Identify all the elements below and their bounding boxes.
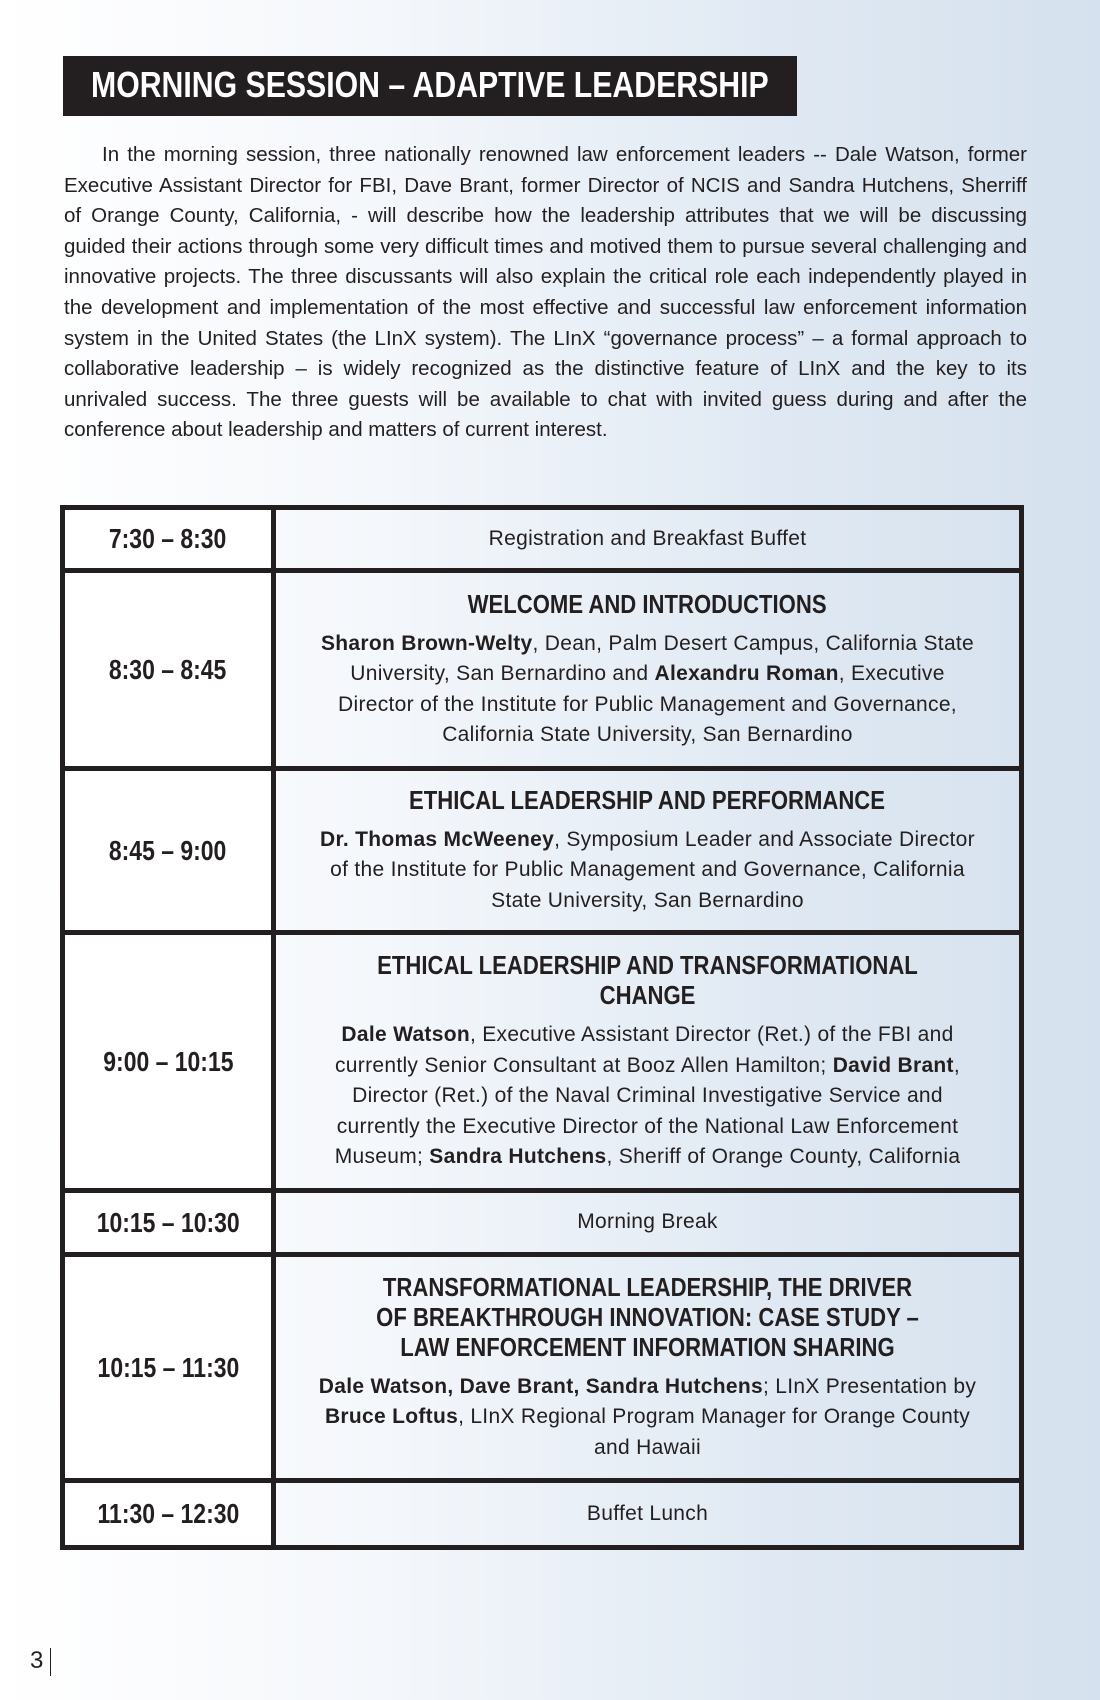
description-text: Morning Break xyxy=(577,1210,718,1234)
time-slot: 7:30 – 8:30 xyxy=(109,523,227,554)
time-cell: 10:15 – 11:30 xyxy=(60,1252,276,1483)
time-slot: 10:15 – 10:30 xyxy=(96,1206,240,1238)
schedule-row: 10:15 – 11:30 TRANSFORMATIONAL LEADERSHIP… xyxy=(60,1252,1024,1483)
session-cell: TRANSFORMATIONAL LEADERSHIP, THE DRIVER … xyxy=(271,1252,1024,1483)
schedule-row: 8:45 – 9:00 ETHICAL LEADERSHIP AND PERFOR… xyxy=(60,766,1024,935)
schedule-row: 8:30 – 8:45 WELCOME AND INTRODUCTIONS Shar… xyxy=(60,568,1024,771)
session-heading-text: ETHICAL LEADERSHIP AND PERFORMANCE xyxy=(409,784,886,815)
session-description: Sharon Brown-Welty, Dean, Palm Desert Ca… xyxy=(316,629,979,751)
session-cell: ETHICAL LEADERSHIP AND PERFORMANCE Dr. Th… xyxy=(271,766,1024,935)
session-description: Dr. Thomas McWeeney, Symposium Leader an… xyxy=(316,825,979,917)
description-text: , Director (Ret.) of the Naval Criminal … xyxy=(334,1053,960,1169)
page-number-divider xyxy=(50,1648,51,1676)
session-heading-text: ETHICAL LEADERSHIP AND TRANSFORMATIONAL … xyxy=(377,950,918,1011)
session-heading-text: WELCOME AND INTRODUCTIONS xyxy=(468,588,827,619)
time-slot: 9:00 – 10:15 xyxy=(102,1045,234,1077)
time-cell: 8:30 – 8:45 xyxy=(60,568,276,771)
session-cell: Buffet Lunch xyxy=(271,1478,1024,1550)
schedule-row: 9:00 – 10:15 ETHICAL LEADERSHIP AND TRANS… xyxy=(60,930,1024,1193)
speaker-name: David Brant xyxy=(832,1053,954,1077)
session-heading: TRANSFORMATIONAL LEADERSHIP, THE DRIVER … xyxy=(316,1272,979,1362)
speaker-name: Dale Watson xyxy=(341,1023,470,1047)
session-description: Morning Break xyxy=(316,1207,979,1238)
description-text: Buffet Lunch xyxy=(586,1501,709,1525)
description-text: ; LInX Presentation by xyxy=(762,1374,977,1398)
session-description: Registration and Breakfast Buffet xyxy=(316,524,979,555)
session-description: Dale Watson, Executive Assistant Directo… xyxy=(316,1020,979,1173)
time-slot: 8:30 – 8:45 xyxy=(109,653,227,685)
time-cell: 8:45 – 9:00 xyxy=(60,766,276,935)
speaker-name: Sandra Hutchens xyxy=(429,1145,607,1169)
schedule-table: 7:30 – 8:30 Registration and Breakfast Bu… xyxy=(60,505,1024,1550)
description-text: , Sheriff of Orange County, California xyxy=(606,1145,961,1169)
description-text: , Executive Director of the Institute fo… xyxy=(338,662,957,746)
session-heading: ETHICAL LEADERSHIP AND PERFORMANCE xyxy=(316,785,979,815)
intro-paragraph: In the morning session, three nationally… xyxy=(64,143,1027,442)
description-text: Registration and Breakfast Buffet xyxy=(488,526,807,550)
schedule-row: 10:15 – 10:30 Morning Break xyxy=(60,1188,1024,1257)
time-slot: 11:30 – 12:30 xyxy=(97,1498,239,1529)
speaker-name: Bruce Loftus xyxy=(324,1405,459,1429)
session-cell: ETHICAL LEADERSHIP AND TRANSFORMATIONAL … xyxy=(271,930,1024,1193)
speaker-name: Alexandru Roman xyxy=(654,662,839,685)
section-title: MORNING SESSION – ADAPTIVE LEADERSHIP xyxy=(91,64,769,105)
section-title-bar: MORNING SESSION – ADAPTIVE LEADERSHIP xyxy=(63,56,797,116)
schedule-row: 7:30 – 8:30 Registration and Breakfast Bu… xyxy=(60,505,1024,573)
speaker-name: Dr. Thomas McWeeney xyxy=(320,827,555,851)
speaker-name: Dale Watson, Dave Brant, Sandra Hutchens xyxy=(318,1374,763,1398)
session-description: Buffet Lunch xyxy=(316,1499,979,1530)
description-text: , Dean, Palm Desert Campus, California S… xyxy=(350,631,975,686)
description-text: , Executive Assistant Director (Ret.) of… xyxy=(335,1023,954,1077)
time-cell: 11:30 – 12:30 xyxy=(60,1478,276,1550)
session-heading: WELCOME AND INTRODUCTIONS xyxy=(316,589,979,619)
session-cell: WELCOME AND INTRODUCTIONS Sharon Brown-We… xyxy=(271,568,1024,771)
session-heading: ETHICAL LEADERSHIP AND TRANSFORMATIONAL … xyxy=(316,950,979,1010)
session-cell: Registration and Breakfast Buffet xyxy=(271,505,1024,573)
time-slot: 10:15 – 11:30 xyxy=(97,1351,239,1383)
session-cell: Morning Break xyxy=(271,1188,1024,1257)
time-cell: 7:30 – 8:30 xyxy=(60,505,276,573)
speaker-name: Sharon Brown-Welty xyxy=(320,631,533,655)
description-text: , LInX Regional Program Manager for Oran… xyxy=(458,1405,971,1459)
description-text: , Symposium Leader and Associate Directo… xyxy=(330,827,975,912)
page-number: 3 xyxy=(30,1647,44,1674)
session-description: Dale Watson, Dave Brant, Sandra Hutchens… xyxy=(316,1372,979,1464)
time-cell: 10:15 – 10:30 xyxy=(60,1188,276,1257)
session-heading-text: TRANSFORMATIONAL LEADERSHIP, THE DRIVER … xyxy=(376,1271,919,1362)
time-slot: 8:45 – 9:00 xyxy=(109,834,227,866)
time-cell: 9:00 – 10:15 xyxy=(60,930,276,1193)
schedule-row: 11:30 – 12:30 Buffet Lunch xyxy=(60,1478,1024,1550)
